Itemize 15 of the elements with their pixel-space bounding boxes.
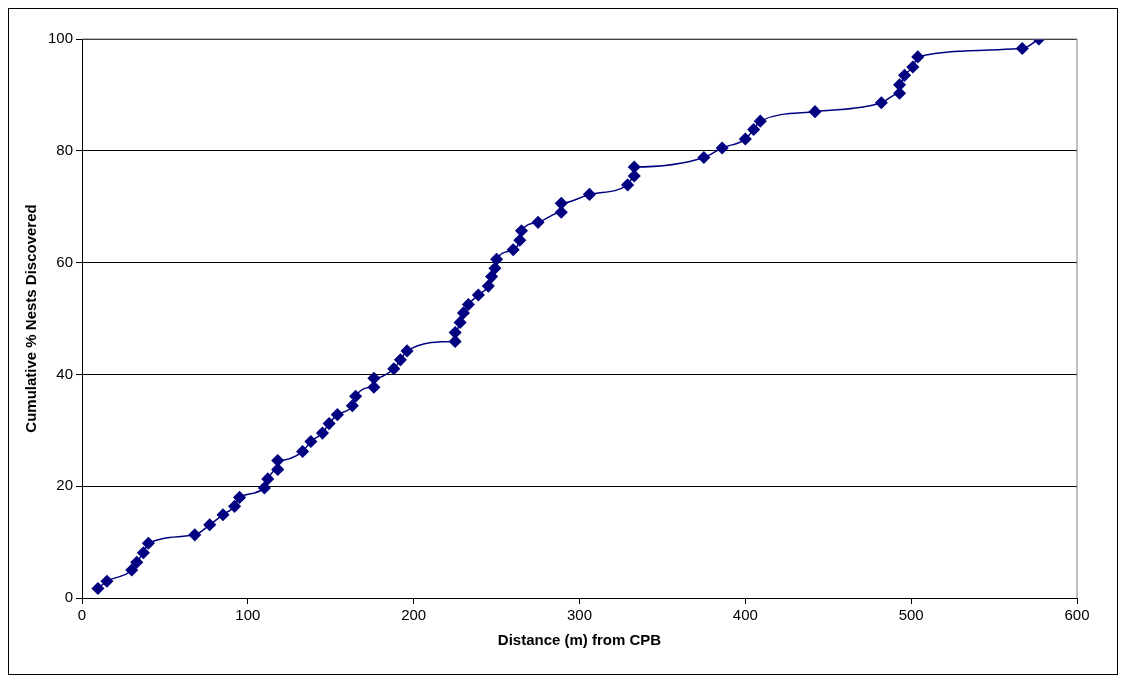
x-tick-label: 100 [235, 606, 261, 624]
y-tick-label: 0 [64, 588, 74, 606]
x-tick-label: 200 [401, 606, 427, 624]
x-axis-title: Distance (m) from CPB [497, 631, 662, 649]
y-axis-title: Cumulative % Nests Discovered [22, 204, 40, 433]
x-tick-label: 400 [732, 606, 758, 624]
y-tick-label: 60 [56, 252, 74, 270]
y-tick-label: 40 [56, 364, 74, 382]
y-tick-label: 20 [56, 476, 74, 494]
x-tick-label: 0 [77, 606, 87, 624]
y-tick-label: 80 [56, 140, 74, 158]
x-tick-label: 300 [567, 606, 593, 624]
x-tick-label: 600 [1064, 606, 1090, 624]
y-tick-label: 100 [48, 29, 74, 47]
x-tick-label: 500 [898, 606, 924, 624]
